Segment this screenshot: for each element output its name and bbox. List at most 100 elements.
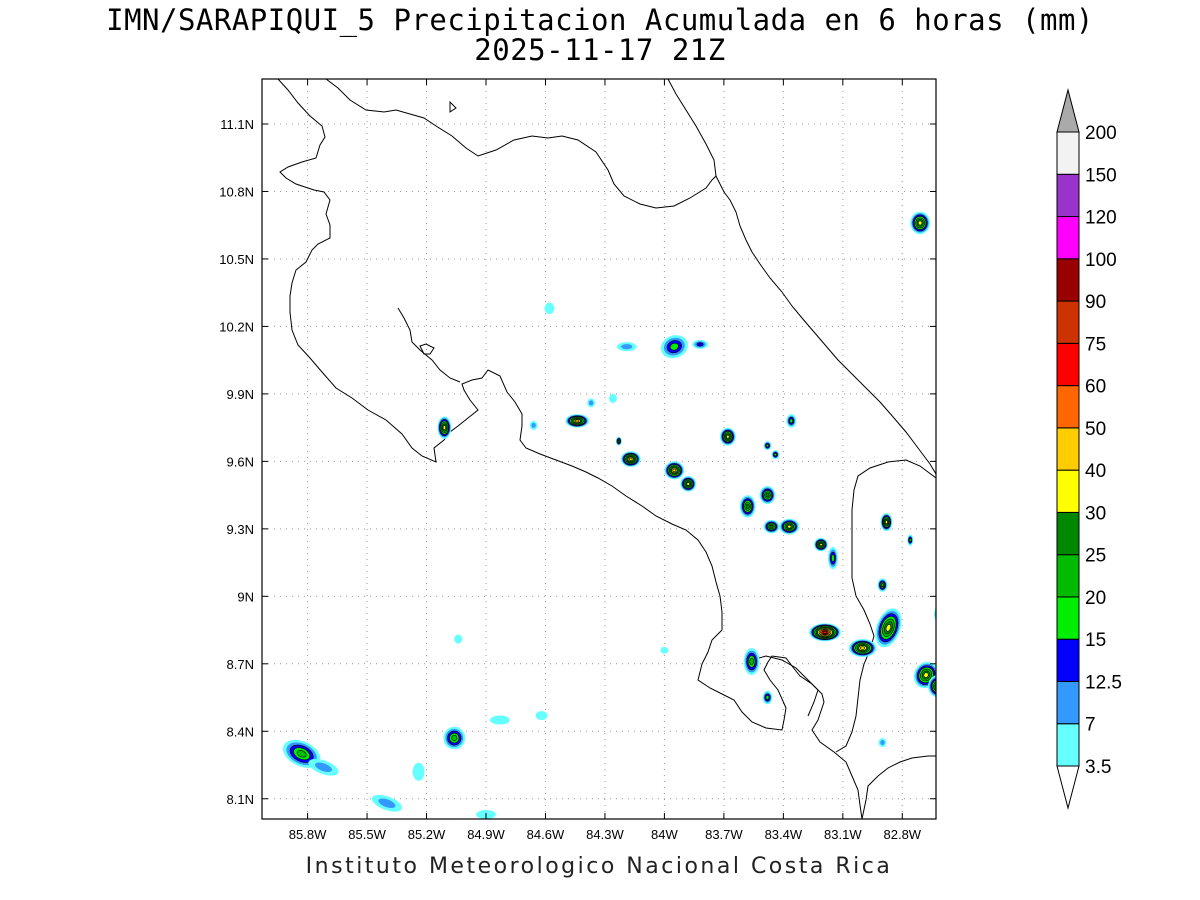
colorbar-swatch xyxy=(1056,723,1080,767)
x-tick-label: 84.9W xyxy=(467,827,505,842)
rain-contour xyxy=(726,434,730,439)
y-tick-label: 9.6N xyxy=(227,454,254,469)
map-title: IMN/SARAPIQUI_5 Precipitacion Acumulada … xyxy=(106,3,1094,37)
colorbar-swatch xyxy=(1056,469,1080,513)
x-tick-label: 84.6W xyxy=(527,827,565,842)
rain-cell xyxy=(412,762,425,781)
y-tick-label: 8.4N xyxy=(227,724,254,739)
rain-contour xyxy=(831,554,835,562)
rain-cell xyxy=(809,623,841,642)
rain-contour xyxy=(822,630,828,634)
y-tick-label: 9.3N xyxy=(227,522,254,537)
y-tick-label: 8.1N xyxy=(227,792,254,807)
colorbar-label: 150 xyxy=(1085,165,1117,186)
rain-contour xyxy=(608,393,617,403)
rain-contour xyxy=(909,538,912,543)
rain-cell xyxy=(489,715,510,725)
rain-contour xyxy=(669,342,679,351)
y-tick-label: 8.7N xyxy=(227,657,254,672)
rain-contour xyxy=(937,641,951,660)
rain-contour xyxy=(296,750,307,758)
osa-peninsula xyxy=(751,655,819,717)
rain-contour xyxy=(765,492,770,498)
rainfall-cells xyxy=(282,211,952,819)
x-tick-label: 83.7W xyxy=(705,827,743,842)
rain-contour xyxy=(535,711,548,721)
rain-cell xyxy=(928,675,936,698)
rain-contour xyxy=(745,503,750,509)
rain-cell xyxy=(848,639,877,658)
rain-cell xyxy=(786,414,797,428)
map-background xyxy=(262,79,936,819)
rain-contour xyxy=(940,645,947,655)
x-tick-label: 83.1W xyxy=(824,827,862,842)
rain-contour xyxy=(544,302,555,315)
map-frame xyxy=(261,78,937,820)
rain-cell xyxy=(565,414,590,428)
rain-contour xyxy=(935,613,936,616)
y-tick-label: 10.5N xyxy=(219,252,254,267)
colorbar-label: 100 xyxy=(1085,250,1117,271)
rain-contour xyxy=(787,524,792,529)
rain-contour xyxy=(617,439,620,443)
rain-contour xyxy=(937,610,942,618)
colorbar-label: 12.5 xyxy=(1085,672,1122,693)
rain-cell xyxy=(680,475,697,492)
rain-cell xyxy=(544,302,555,315)
colorbar-label: 15 xyxy=(1085,630,1106,651)
y-tick-label: 10.2N xyxy=(219,319,254,334)
colorbar-swatch xyxy=(1056,596,1080,640)
rain-contour xyxy=(938,642,950,658)
x-tick-label: 82.8W xyxy=(884,827,922,842)
rain-contour xyxy=(769,524,774,529)
rain-cell xyxy=(719,427,736,446)
x-tick-label: 83.4W xyxy=(765,827,803,842)
rain-cell xyxy=(814,537,828,552)
colorbar-label: 120 xyxy=(1085,208,1117,229)
colorbar-swatch xyxy=(1056,427,1080,471)
rain-contour xyxy=(628,457,633,461)
rain-contour xyxy=(575,419,580,423)
rain-contour xyxy=(923,672,929,678)
rain-cell xyxy=(763,441,772,451)
colorbar-swatch xyxy=(1056,173,1080,218)
rain-cell xyxy=(535,711,548,721)
rain-contour xyxy=(880,583,884,588)
rain-cell xyxy=(759,486,776,505)
y-tick-label: 9.9N xyxy=(227,387,254,402)
colorbar-swatch xyxy=(1056,680,1080,725)
rain-contour xyxy=(766,443,769,448)
rain-contour xyxy=(672,468,677,473)
colorbar-over-triangle xyxy=(1056,88,1080,133)
rain-cell xyxy=(608,393,617,403)
rain-contour xyxy=(880,739,885,746)
rain-contour xyxy=(489,715,510,725)
panama-coastline xyxy=(861,755,936,819)
colorbar-label: 25 xyxy=(1085,546,1106,567)
rain-cell xyxy=(454,634,463,644)
rain-cell xyxy=(936,639,952,661)
rain-cell xyxy=(529,420,538,430)
rain-contour xyxy=(378,798,396,808)
rain-contour xyxy=(686,482,690,486)
colorbar-label: 50 xyxy=(1085,419,1106,440)
x-tick-label: 84.3W xyxy=(586,827,624,842)
colorbar-legend: 3.5 7 12.5 15 20 25 30 40 50 60 75 90 100 120 150 200 xyxy=(1056,88,1122,810)
rain-cell xyxy=(620,451,641,467)
rain-cell xyxy=(660,335,688,359)
caribbean-coast-north xyxy=(667,79,717,177)
colorbar-label: 30 xyxy=(1085,503,1106,524)
rain-contour xyxy=(621,344,633,350)
rain-cell xyxy=(587,398,596,408)
rain-cell xyxy=(771,450,780,460)
rain-cell xyxy=(616,342,637,352)
colorbar-swatch xyxy=(1056,258,1080,302)
rain-contour xyxy=(939,612,942,616)
rain-contour xyxy=(941,647,946,654)
colorbar-label: 20 xyxy=(1085,588,1106,609)
rain-cell xyxy=(443,726,466,750)
rain-contour xyxy=(588,400,594,406)
rain-contour xyxy=(660,646,669,654)
rain-cell xyxy=(779,518,800,535)
rain-cell xyxy=(308,758,339,776)
